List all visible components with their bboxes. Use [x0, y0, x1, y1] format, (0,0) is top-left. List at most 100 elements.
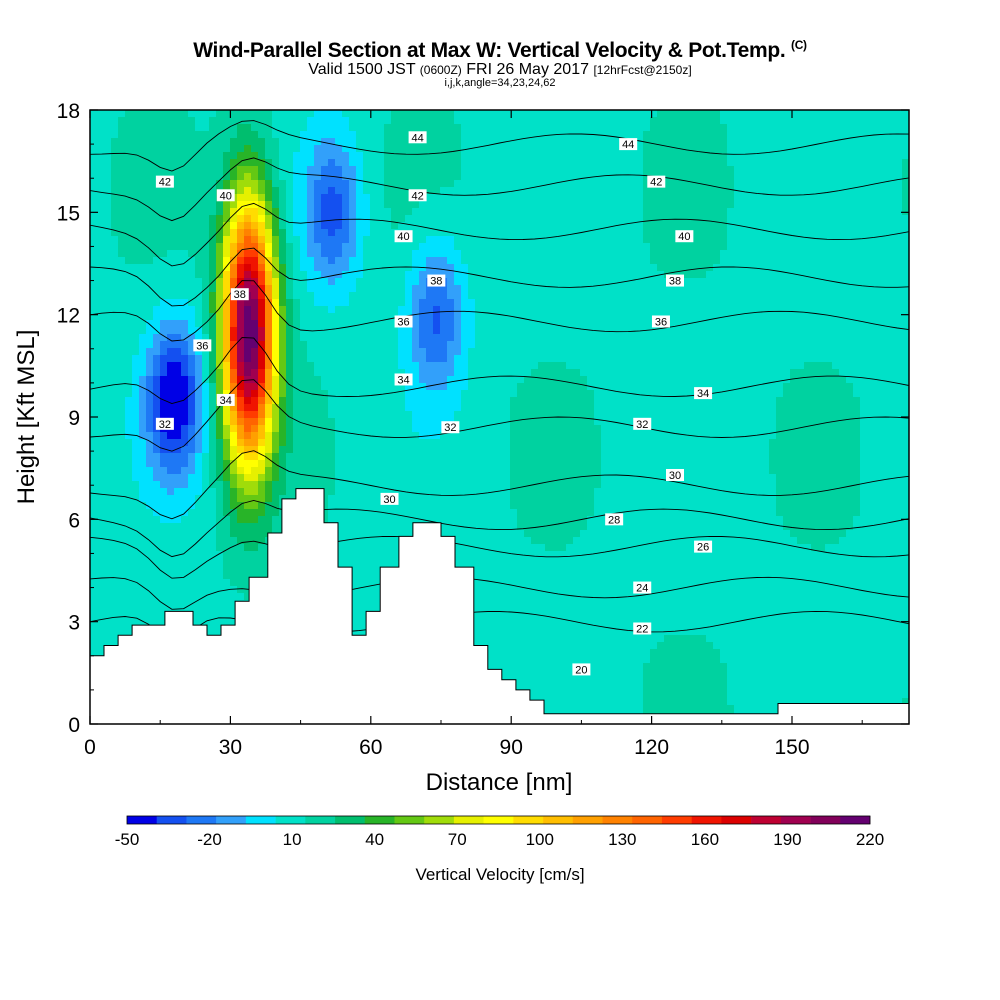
- velocity-cell: [363, 145, 371, 153]
- velocity-cell: [97, 376, 105, 384]
- velocity-cell: [139, 299, 147, 307]
- velocity-cell: [328, 292, 336, 300]
- velocity-cell: [174, 376, 182, 384]
- velocity-cell: [272, 145, 280, 153]
- velocity-cell: [195, 243, 203, 251]
- velocity-cell: [181, 551, 189, 559]
- velocity-cell: [188, 383, 196, 391]
- velocity-cell: [202, 411, 210, 419]
- velocity-cell: [293, 180, 301, 188]
- velocity-cell: [321, 194, 329, 202]
- velocity-cell: [209, 257, 217, 265]
- velocity-cell: [321, 208, 329, 216]
- velocity-cell: [188, 208, 196, 216]
- velocity-cell: [167, 355, 175, 363]
- velocity-cell: [167, 453, 175, 461]
- velocity-cell: [370, 495, 378, 503]
- velocity-cell: [125, 292, 133, 300]
- velocity-cell: [349, 628, 357, 636]
- velocity-cell: [237, 110, 245, 118]
- velocity-cell: [405, 180, 413, 188]
- velocity-cell: [293, 348, 301, 356]
- velocity-cell: [251, 439, 259, 447]
- velocity-cell: [160, 320, 168, 328]
- velocity-cell: [146, 194, 154, 202]
- velocity-cell: [202, 243, 210, 251]
- velocity-cell: [335, 439, 343, 447]
- velocity-cell: [419, 110, 427, 118]
- velocity-cell: [335, 236, 343, 244]
- velocity-cell: [125, 166, 133, 174]
- velocity-cell: [363, 278, 371, 286]
- velocity-cell: [167, 320, 175, 328]
- velocity-cell: [398, 110, 406, 118]
- velocity-cell: [293, 131, 301, 139]
- velocity-cell: [244, 145, 252, 153]
- velocity-cell: [461, 418, 469, 426]
- velocity-cell: [237, 446, 245, 454]
- velocity-cell: [293, 299, 301, 307]
- velocity-cell: [391, 264, 399, 272]
- velocity-cell: [195, 593, 203, 601]
- velocity-cell: [272, 467, 280, 475]
- velocity-cell: [447, 502, 455, 510]
- velocity-cell: [181, 488, 189, 496]
- velocity-cell: [363, 530, 371, 538]
- velocity-cell: [146, 173, 154, 181]
- velocity-cell: [111, 208, 119, 216]
- velocity-cell: [398, 250, 406, 258]
- velocity-cell: [426, 509, 434, 517]
- velocity-cell: [440, 138, 448, 146]
- velocity-cell: [314, 362, 322, 370]
- velocity-cell: [146, 474, 154, 482]
- velocity-cell: [258, 425, 266, 433]
- velocity-cell: [482, 278, 490, 286]
- velocity-cell: [160, 390, 168, 398]
- velocity-cell: [97, 418, 105, 426]
- velocity-cell: [111, 390, 119, 398]
- velocity-cell: [356, 299, 364, 307]
- velocity-cell: [230, 481, 238, 489]
- velocity-cell: [202, 586, 210, 594]
- velocity-cell: [251, 383, 259, 391]
- velocity-cell: [384, 474, 392, 482]
- velocity-cell: [97, 334, 105, 342]
- velocity-cell: [202, 166, 210, 174]
- velocity-cell: [181, 565, 189, 573]
- velocity-cell: [363, 390, 371, 398]
- velocity-cell: [118, 453, 126, 461]
- velocity-cell: [475, 621, 483, 629]
- velocity-cell: [174, 537, 182, 545]
- velocity-cell: [447, 180, 455, 188]
- velocity-cell: [223, 530, 231, 538]
- velocity-cell: [132, 320, 140, 328]
- velocity-cell: [356, 320, 364, 328]
- velocity-cell: [265, 320, 273, 328]
- velocity-cell: [398, 285, 406, 293]
- velocity-cell: [139, 250, 147, 258]
- velocity-cell: [223, 138, 231, 146]
- velocity-cell: [174, 306, 182, 314]
- velocity-cell: [461, 341, 469, 349]
- velocity-cell: [482, 432, 490, 440]
- velocity-cell: [188, 285, 196, 293]
- velocity-cell: [258, 348, 266, 356]
- velocity-cell: [132, 418, 140, 426]
- velocity-cell: [377, 187, 385, 195]
- velocity-cell: [265, 313, 273, 321]
- velocity-cell: [370, 334, 378, 342]
- velocity-cell: [118, 250, 126, 258]
- velocity-cell: [461, 432, 469, 440]
- velocity-cell: [328, 110, 336, 118]
- velocity-cell: [342, 180, 350, 188]
- velocity-cell: [174, 110, 182, 118]
- velocity-cell: [461, 544, 469, 552]
- velocity-cell: [167, 138, 175, 146]
- grid-indices: i,j,k,angle=34,23,24,62: [444, 77, 556, 89]
- velocity-cell: [209, 124, 217, 132]
- velocity-cell: [335, 481, 343, 489]
- velocity-cell: [468, 180, 476, 188]
- velocity-cell: [405, 257, 413, 265]
- velocity-cell: [279, 138, 287, 146]
- velocity-cell: [195, 607, 203, 615]
